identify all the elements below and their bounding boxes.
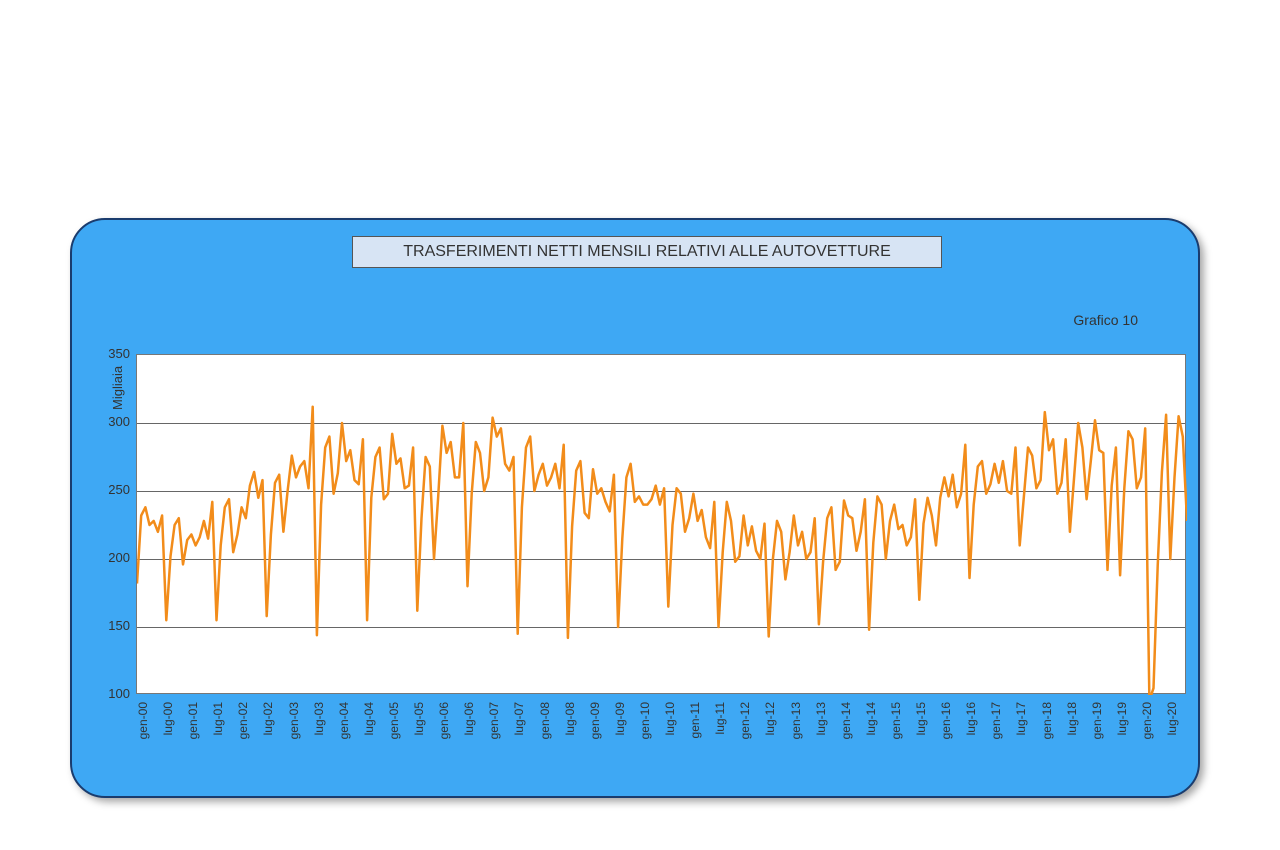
- x-tick-label: gen-02: [236, 702, 250, 762]
- x-tick-label: gen-12: [738, 702, 752, 762]
- x-tick-label: gen-19: [1090, 702, 1104, 762]
- x-tick-label: gen-10: [638, 702, 652, 762]
- x-tick-label: gen-17: [989, 702, 1003, 762]
- y-axis-label: Migliaia: [110, 366, 125, 410]
- x-tick-label: lug-12: [763, 702, 777, 762]
- y-tick-label: 300: [98, 414, 130, 429]
- x-tick-label: gen-05: [387, 702, 401, 762]
- x-tick-label: gen-20: [1140, 702, 1154, 762]
- x-tick-label: lug-17: [1014, 702, 1028, 762]
- x-tick-label: lug-08: [563, 702, 577, 762]
- x-tick-label: lug-02: [261, 702, 275, 762]
- x-tick-label: gen-16: [939, 702, 953, 762]
- x-tick-label: lug-19: [1115, 702, 1129, 762]
- y-tick-label: 100: [98, 686, 130, 701]
- x-tick-label: gen-04: [337, 702, 351, 762]
- x-tick-label: gen-00: [136, 702, 150, 762]
- x-tick-label: gen-14: [839, 702, 853, 762]
- x-tick-label: gen-01: [186, 702, 200, 762]
- x-tick-label: gen-08: [538, 702, 552, 762]
- x-tick-label: gen-07: [487, 702, 501, 762]
- x-tick-label: gen-15: [889, 702, 903, 762]
- x-tick-label: gen-06: [437, 702, 451, 762]
- x-tick-label: gen-11: [688, 702, 702, 762]
- x-tick-label: lug-00: [161, 702, 175, 762]
- chart-subtitle: Grafico 10: [1073, 312, 1138, 328]
- x-tick-label: gen-13: [789, 702, 803, 762]
- x-tick-label: gen-03: [287, 702, 301, 762]
- x-tick-label: lug-06: [462, 702, 476, 762]
- x-tick-label: gen-09: [588, 702, 602, 762]
- x-tick-label: lug-16: [964, 702, 978, 762]
- plot-area: [136, 354, 1186, 694]
- y-tick-label: 350: [98, 346, 130, 361]
- x-tick-label: lug-20: [1165, 702, 1179, 762]
- x-tick-label: lug-18: [1065, 702, 1079, 762]
- chart-title: TRASFERIMENTI NETTI MENSILI RELATIVI ALL…: [352, 236, 942, 268]
- x-tick-label: lug-04: [362, 702, 376, 762]
- x-tick-label: lug-13: [814, 702, 828, 762]
- x-tick-label: lug-09: [613, 702, 627, 762]
- y-tick-label: 150: [98, 618, 130, 633]
- y-tick-label: 250: [98, 482, 130, 497]
- y-tick-label: 200: [98, 550, 130, 565]
- x-tick-label: lug-11: [713, 702, 727, 762]
- x-tick-label: lug-05: [412, 702, 426, 762]
- x-tick-label: lug-10: [663, 702, 677, 762]
- line-series: [137, 355, 1187, 695]
- chart-panel: TRASFERIMENTI NETTI MENSILI RELATIVI ALL…: [70, 218, 1200, 798]
- x-tick-label: lug-03: [312, 702, 326, 762]
- x-tick-label: gen-18: [1040, 702, 1054, 762]
- x-tick-label: lug-15: [914, 702, 928, 762]
- x-tick-label: lug-07: [512, 702, 526, 762]
- x-tick-label: lug-14: [864, 702, 878, 762]
- x-tick-label: lug-01: [211, 702, 225, 762]
